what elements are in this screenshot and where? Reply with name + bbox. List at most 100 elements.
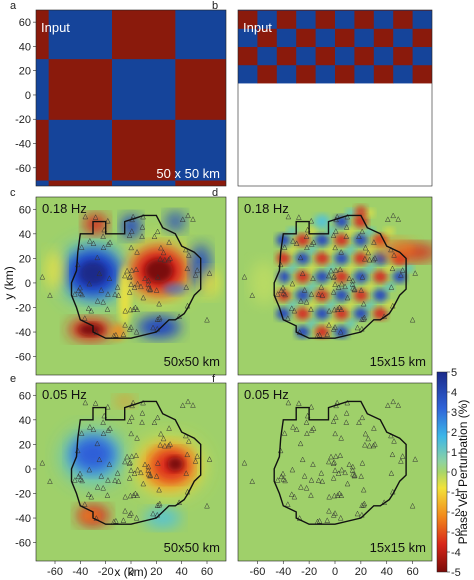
anomaly-blob	[276, 252, 291, 265]
station-marker	[318, 470, 325, 476]
station-marker	[126, 460, 133, 466]
station-marker	[145, 467, 152, 473]
tomography-map	[36, 197, 226, 375]
station-marker	[39, 273, 46, 280]
station-marker	[127, 306, 134, 313]
station-marker	[326, 307, 332, 314]
x-tick-label: -40	[275, 566, 291, 578]
anomaly-blob	[315, 233, 330, 246]
anomaly-blob	[353, 233, 368, 246]
station-marker	[360, 486, 367, 493]
station-marker	[358, 473, 364, 479]
station-marker	[186, 437, 192, 444]
station-marker	[399, 453, 406, 459]
station-marker	[183, 284, 190, 290]
colorbar-tick-label: 1	[451, 447, 457, 459]
station-marker	[354, 510, 361, 517]
station-marker	[132, 490, 139, 497]
anomaly-blob	[287, 282, 298, 291]
station-marker	[359, 273, 366, 280]
station-marker	[343, 419, 350, 425]
anomaly-blob	[315, 270, 330, 283]
checker-cell	[239, 119, 303, 180]
anomaly-blob	[45, 250, 65, 291]
anomaly-blob	[287, 264, 298, 273]
station-marker	[151, 233, 158, 239]
panel-size-label: 15x15 km	[370, 354, 426, 369]
station-marker	[325, 458, 332, 465]
checker-cell	[257, 46, 278, 66]
station-marker	[319, 478, 326, 484]
anomaly-blob	[384, 264, 395, 273]
station-marker	[343, 223, 350, 230]
station-marker	[351, 286, 358, 293]
station-marker	[126, 274, 133, 280]
station-marker	[324, 331, 331, 337]
station-marker	[134, 492, 140, 498]
checker-cell	[296, 46, 317, 66]
station-marker	[361, 500, 368, 507]
anomaly-blob	[276, 233, 291, 246]
checker-cell	[36, 10, 50, 60]
station-marker	[93, 329, 100, 335]
station-marker	[100, 244, 107, 250]
station-marker	[100, 298, 106, 305]
checker-cell	[354, 10, 375, 11]
station-marker	[344, 480, 351, 487]
panel-b	[237, 9, 433, 187]
station-marker	[204, 316, 210, 323]
station-marker	[82, 213, 89, 220]
station-marker	[107, 239, 113, 245]
station-marker	[190, 216, 196, 222]
station-marker	[157, 255, 164, 262]
station-marker	[138, 469, 144, 476]
anomaly-blob	[306, 319, 317, 328]
station-marker	[162, 442, 168, 449]
checker-cell	[238, 10, 258, 29]
station-marker	[391, 251, 397, 258]
y-tick-label: -20	[15, 302, 31, 314]
station-array-outline	[273, 400, 407, 525]
station-marker	[124, 453, 130, 460]
station-marker	[128, 228, 135, 234]
station-marker	[336, 304, 343, 311]
anomaly-blob	[384, 227, 395, 236]
station-marker	[337, 328, 344, 335]
station-marker	[98, 472, 105, 479]
panel-frame	[237, 9, 433, 187]
anomaly-blob	[83, 214, 108, 235]
y-tick-label: 60	[19, 204, 31, 216]
station-marker	[186, 251, 192, 258]
checker-cell	[393, 10, 414, 11]
station-marker	[130, 306, 137, 312]
station-marker	[389, 265, 396, 272]
station-marker	[126, 511, 133, 518]
y-tick-label: -60	[15, 163, 31, 175]
station-marker	[280, 284, 286, 291]
anomaly-blob	[118, 265, 131, 326]
checker-cell	[315, 10, 336, 29]
colorbar-label: Phase Vel Perturbation (%)	[456, 400, 470, 545]
panel-f	[237, 382, 433, 562]
panel-letter: e	[10, 373, 16, 385]
y-tick-label: -20	[15, 488, 31, 500]
station-marker	[88, 493, 95, 500]
checker-cell	[36, 119, 50, 181]
panel-letter: d	[212, 187, 218, 199]
anomaly-blob	[334, 270, 349, 283]
station-marker	[166, 425, 172, 431]
station-marker	[359, 502, 365, 508]
colorbar-tick-label: 0	[451, 467, 457, 479]
station-marker	[85, 491, 92, 497]
x-tick-label: 40	[176, 566, 188, 578]
station-marker	[366, 256, 373, 263]
station-marker	[324, 517, 331, 523]
station-marker	[326, 493, 332, 500]
station-marker	[92, 400, 99, 406]
station-marker	[115, 292, 122, 298]
station-marker	[182, 432, 189, 439]
colorbar-gradient	[436, 371, 448, 573]
station-marker	[298, 297, 304, 304]
station-marker	[310, 275, 316, 281]
